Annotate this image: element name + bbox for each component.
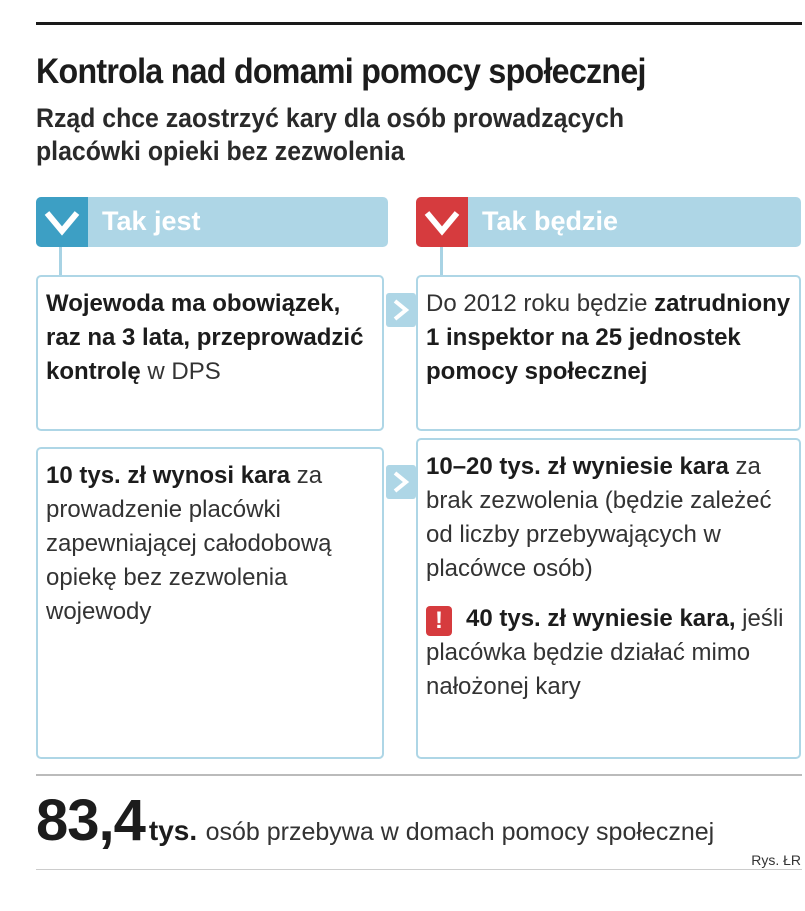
- top-rule: [36, 22, 802, 25]
- column-header-future-label: Tak będzie: [482, 206, 619, 236]
- column-header-current: Tak jest: [36, 197, 388, 247]
- arrow-right-icon: [386, 293, 416, 327]
- future-box-penalty: 10–20 tys. zł wyniesie kara za brak zezw…: [416, 438, 801, 759]
- future-text-repeat-penalty: ! 40 tys. zł wyniesie kara, jeśli placówk…: [426, 605, 784, 700]
- column-header-current-label: Tak jest: [102, 206, 201, 236]
- column-header-future: Tak będzie: [416, 197, 801, 247]
- check-icon: [36, 197, 88, 247]
- future-text-inspection: Do 2012 roku będzie zatrudniony 1 inspek…: [426, 290, 791, 385]
- statistic-value: 83,4: [36, 788, 146, 853]
- statistic-unit: tys.: [148, 815, 198, 846]
- current-box-inspection: Wojewoda ma obowiązek, raz na 3 lata, pr…: [36, 275, 384, 431]
- connector-line: [440, 247, 443, 275]
- divider: [36, 774, 802, 776]
- future-text-penalty: 10–20 tys. zł wyniesie kara za brak zezw…: [426, 453, 772, 582]
- page-title: Kontrola nad domami pomocy społecznej: [36, 52, 646, 91]
- statistic-description: osób przebywa w domach pomocy społecznej: [205, 818, 715, 846]
- current-text-penalty: 10 tys. zł wynosi kara za prowadzenie pl…: [46, 462, 332, 625]
- statistic: 83,4 tys. osób przebywa w domach pomocy s…: [36, 787, 714, 854]
- check-icon: [416, 197, 468, 247]
- future-box-inspection: Do 2012 roku będzie zatrudniony 1 inspek…: [416, 275, 801, 431]
- page-subtitle: Rząd chce zaostrzyć kary dla osób prowad…: [36, 103, 625, 166]
- connector-line: [59, 247, 62, 275]
- current-box-penalty: 10 tys. zł wynosi kara za prowadzenie pl…: [36, 447, 384, 759]
- divider: [36, 869, 802, 870]
- credit: Rys. ŁR: [751, 852, 801, 868]
- arrow-right-icon: [386, 465, 416, 499]
- warning-icon: !: [426, 606, 452, 636]
- current-text-inspection: Wojewoda ma obowiązek, raz na 3 lata, pr…: [46, 290, 364, 385]
